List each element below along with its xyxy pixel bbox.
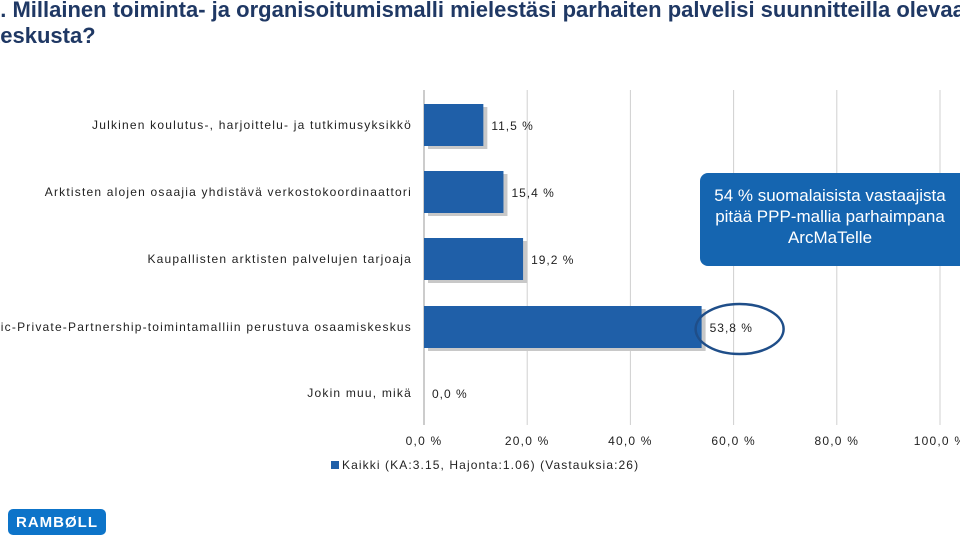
bar (424, 104, 484, 146)
bar (424, 306, 702, 348)
bars (424, 104, 706, 351)
data-label: 11,5 % (491, 119, 533, 133)
category-label: Kaupallisten arktisten palvelujen tarjoa… (147, 252, 412, 266)
callout-line-2: pitää PPP-mallia parhaimpana (715, 207, 945, 226)
bar (424, 171, 504, 213)
x-tick-label: 100,0 % (914, 434, 960, 448)
category-label: Jokin muu, mikä (307, 386, 412, 400)
chart-legend: Kaikki (KA:3.15, Hajonta:1.06) (Vastauks… (331, 458, 639, 472)
data-label: 0,0 % (432, 387, 468, 401)
ramboll-logo: RAMBØLL (8, 509, 106, 535)
data-label: 15,4 % (511, 186, 554, 200)
callout-line-3: ArcMaTelle (787, 228, 873, 247)
x-tick-label: 60,0 % (711, 434, 756, 448)
category-label: Julkinen koulutus-, harjoittelu- ja tutk… (92, 118, 412, 132)
legend-swatch (331, 461, 339, 469)
category-label: Public-Private-Partnership-toimintamalli… (0, 320, 412, 334)
labels: 0,0 % 20,0 % 40,0 % 60,0 % 80,0 % 100,0 % Julk… (0, 118, 960, 448)
x-tick-label: 20,0 % (505, 434, 550, 448)
slide-title: 6. Millainen toiminta- ja organisoitumis… (0, 0, 960, 48)
bar (424, 238, 524, 280)
category-label: Arktisten alojen osaajia yhdistävä verko… (45, 185, 412, 199)
data-label: 19,2 % (531, 253, 574, 267)
callout-line-1: 54 % suomalaisista vastaajista (714, 186, 946, 205)
x-tick-label: 0,0 % (406, 434, 443, 448)
ppp-callout-box: 54 % suomalaisista vastaajista pitää PPP… (700, 173, 960, 266)
x-tick-label: 40,0 % (608, 434, 653, 448)
highlight-circle (694, 302, 785, 356)
x-tick-label: 80,0 % (815, 434, 860, 448)
legend-label: Kaikki (KA:3.15, Hajonta:1.06) (Vastauks… (342, 458, 640, 472)
data-label: 53,8 % (710, 321, 753, 335)
